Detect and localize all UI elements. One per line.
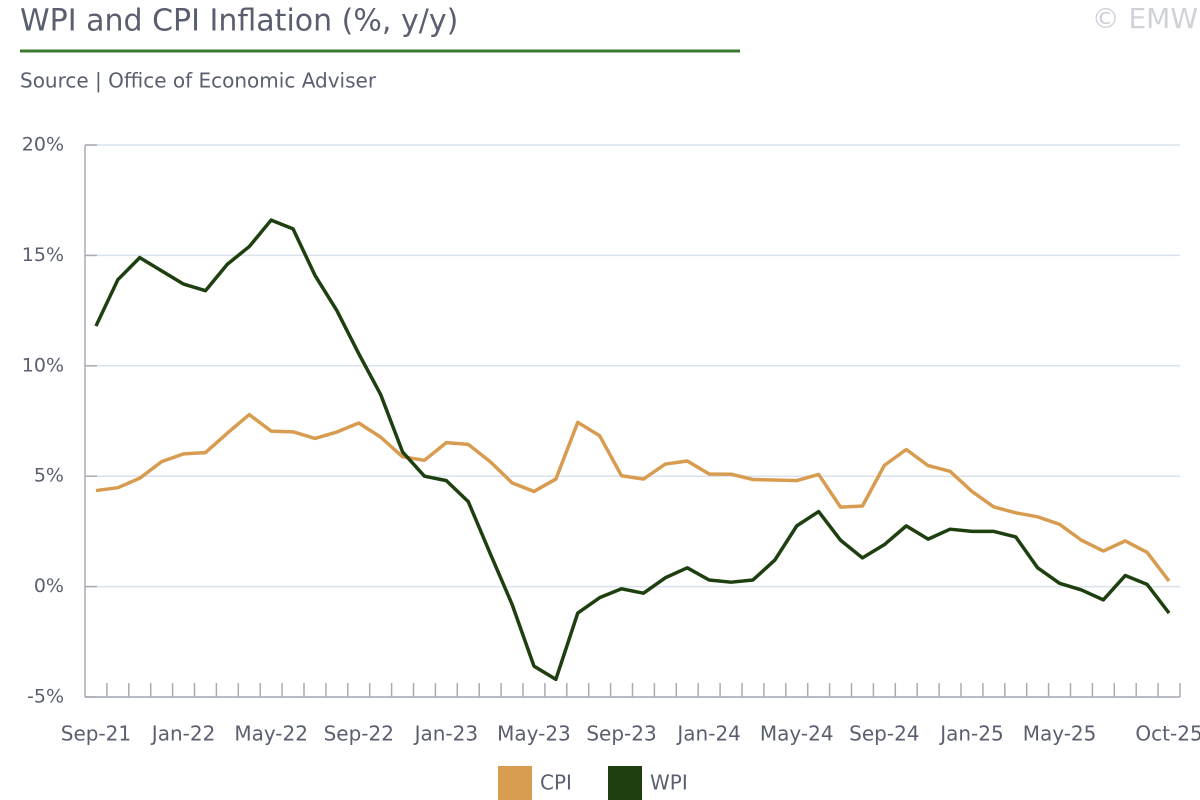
legend-label: CPI [540,771,572,795]
x-tick-label: May-22 [234,722,308,746]
y-tick-label: 10% [22,354,64,376]
y-tick-label: 5% [34,465,64,487]
y-tick-label: -5% [27,686,64,708]
chart-subtitle: Source | Office of Economic Adviser [20,69,377,93]
x-tick-label: Oct-25 [1135,722,1200,746]
series-line [95,412,1171,583]
x-tick-label: Jan-24 [675,722,741,746]
y-tick-label: 20% [22,134,64,156]
x-tick-label: Sep-24 [849,722,919,746]
watermark: © EMW [1092,2,1198,35]
legend-swatch [608,766,642,800]
legend-swatch [498,766,532,800]
x-tick-label: May-25 [1023,722,1097,746]
x-tick-label: Jan-22 [150,722,216,746]
x-tick-label: Jan-23 [413,722,479,746]
x-tick-label: Jan-25 [938,722,1004,746]
x-tick-label: May-24 [760,722,834,746]
x-tick-label: May-23 [497,722,571,746]
x-tick-label: Sep-23 [586,722,656,746]
legend-label: WPI [650,771,688,795]
y-tick-label: 15% [22,244,64,266]
x-tick-label: Sep-21 [61,722,131,746]
series-line [94,218,1171,682]
chart-title: WPI and CPI Inflation (%, y/y) [20,4,458,39]
x-tick-label: Sep-22 [324,722,394,746]
y-tick-label: 0% [34,575,64,597]
